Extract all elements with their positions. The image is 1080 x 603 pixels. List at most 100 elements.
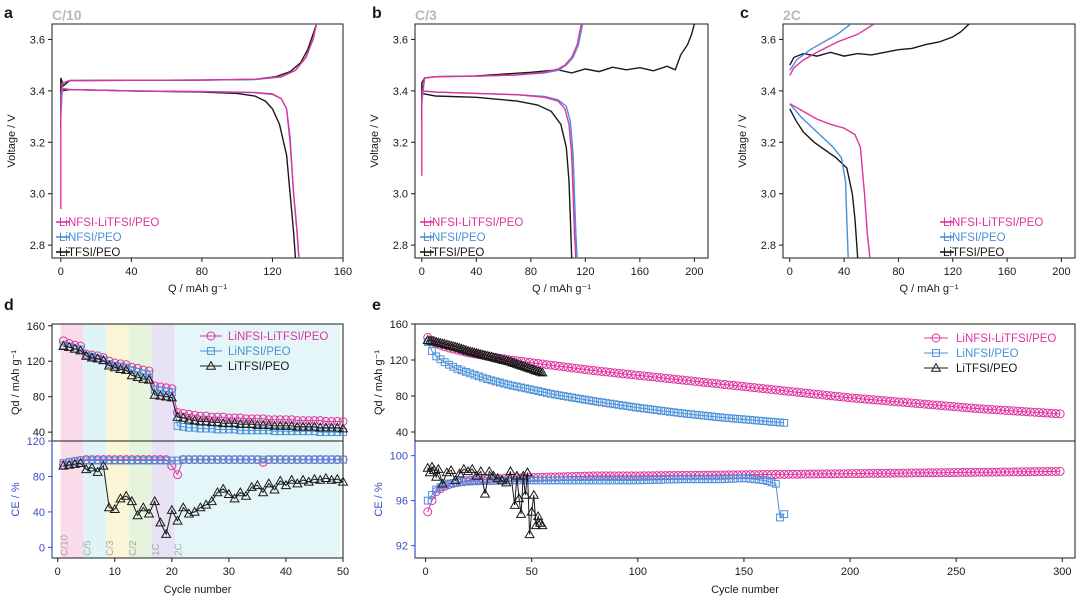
capacity-point bbox=[754, 383, 764, 393]
ce-point bbox=[177, 502, 189, 512]
capacity-point bbox=[314, 422, 326, 432]
capacity-point bbox=[669, 374, 679, 384]
capacity-point bbox=[602, 399, 610, 407]
ce-point bbox=[224, 455, 233, 464]
capacity-point bbox=[1034, 408, 1044, 418]
capacity-point bbox=[661, 407, 670, 416]
capacity-point bbox=[258, 414, 268, 424]
x-tick-label: 300 bbox=[1053, 566, 1071, 578]
capacity-point bbox=[648, 372, 658, 382]
x-axis-label: Q / mAh g⁻¹ bbox=[168, 283, 227, 295]
capacity-point bbox=[707, 378, 717, 388]
capacity-point bbox=[652, 372, 662, 382]
capacity-point bbox=[172, 411, 183, 421]
ce-point bbox=[487, 476, 496, 485]
ce-point bbox=[445, 464, 457, 475]
ce-point bbox=[428, 464, 440, 475]
capacity-point bbox=[483, 375, 492, 383]
ce-line-blue bbox=[63, 459, 343, 464]
charge-curve-pink bbox=[789, 24, 875, 76]
ce-point bbox=[686, 475, 695, 484]
legend-marker bbox=[207, 347, 215, 355]
capacity-point bbox=[167, 388, 176, 397]
capacity-point bbox=[843, 393, 853, 403]
capacity-point bbox=[326, 422, 337, 432]
capacity-point bbox=[653, 406, 661, 415]
ce-point bbox=[423, 507, 433, 517]
capacity-point bbox=[63, 341, 75, 351]
capacity-point bbox=[678, 409, 687, 418]
capacity-point bbox=[771, 385, 781, 395]
discharge-curve-pink bbox=[60, 87, 300, 258]
ce-point bbox=[500, 477, 512, 487]
x-tick-label: 30 bbox=[223, 566, 235, 578]
capacity-point bbox=[605, 367, 615, 377]
legend-entry: LiNFSI-LiTFSI/PEO bbox=[228, 331, 328, 343]
capacity-point bbox=[775, 385, 785, 395]
ce-point bbox=[563, 476, 572, 485]
ce-point bbox=[759, 476, 767, 485]
capacity-point bbox=[953, 402, 963, 412]
capacity-point bbox=[520, 361, 531, 371]
capacity-point bbox=[80, 350, 92, 360]
ce-point bbox=[623, 476, 632, 485]
capacity-point bbox=[546, 389, 555, 398]
x-tick-label: 0 bbox=[787, 266, 793, 278]
ce-point bbox=[542, 476, 551, 485]
capacity-point bbox=[530, 365, 542, 375]
capacity-point bbox=[332, 417, 342, 426]
ce-point bbox=[190, 455, 199, 464]
ce-point bbox=[269, 484, 280, 494]
plot-frame bbox=[414, 23, 709, 259]
capacity-point bbox=[143, 374, 155, 384]
ce-point bbox=[465, 475, 475, 485]
ce-point bbox=[430, 471, 442, 481]
capacity-point bbox=[487, 376, 496, 385]
capacity-point bbox=[682, 375, 692, 385]
capacity-point bbox=[800, 388, 810, 398]
ce-point bbox=[217, 483, 229, 493]
capacity-point bbox=[559, 392, 568, 400]
capacity-point bbox=[928, 400, 938, 410]
legend-entry: LiTFSI/PEO bbox=[228, 361, 289, 373]
capacity-point bbox=[936, 401, 946, 411]
capacity-point bbox=[145, 370, 153, 379]
capacity-point bbox=[184, 409, 194, 419]
capacity-point bbox=[230, 413, 240, 423]
capacity-point bbox=[287, 415, 297, 425]
capacity-point bbox=[559, 362, 569, 372]
ce-point bbox=[780, 510, 789, 519]
curve-group bbox=[60, 24, 318, 258]
capacity-point bbox=[217, 417, 229, 428]
capacity-point bbox=[240, 418, 252, 428]
y-axis-label: Voltage / V bbox=[369, 114, 381, 168]
ce-point bbox=[59, 459, 68, 468]
capacity-point bbox=[321, 428, 330, 437]
capacity-point bbox=[813, 389, 823, 399]
capacity-axis-label: Qd / mAh g⁻¹ bbox=[10, 350, 22, 415]
capacity-point bbox=[517, 360, 529, 370]
capacity-point bbox=[958, 402, 968, 412]
capacity-point bbox=[572, 394, 581, 403]
ce-point bbox=[520, 489, 531, 499]
capacity-point bbox=[1004, 406, 1014, 416]
ce-point bbox=[636, 476, 644, 485]
ce-point bbox=[258, 457, 268, 467]
ce-point bbox=[691, 475, 700, 484]
capacity-point bbox=[627, 402, 636, 411]
ce-point bbox=[614, 476, 623, 485]
curve-group bbox=[789, 24, 970, 258]
capacity-point bbox=[212, 416, 223, 427]
ce-point bbox=[86, 462, 98, 472]
ce-point bbox=[524, 528, 535, 539]
y-tick-label: 160 bbox=[390, 319, 408, 331]
capacity-point bbox=[281, 415, 291, 425]
capacity-point bbox=[788, 387, 798, 397]
ce-point bbox=[589, 476, 598, 485]
capacity-point bbox=[316, 428, 325, 437]
ce-point bbox=[526, 506, 537, 516]
legend-entry: LiNFSI/PEO bbox=[228, 346, 291, 358]
ce-point bbox=[276, 455, 285, 464]
capacity-point bbox=[155, 390, 166, 400]
x-tick-label: 120 bbox=[944, 266, 962, 278]
